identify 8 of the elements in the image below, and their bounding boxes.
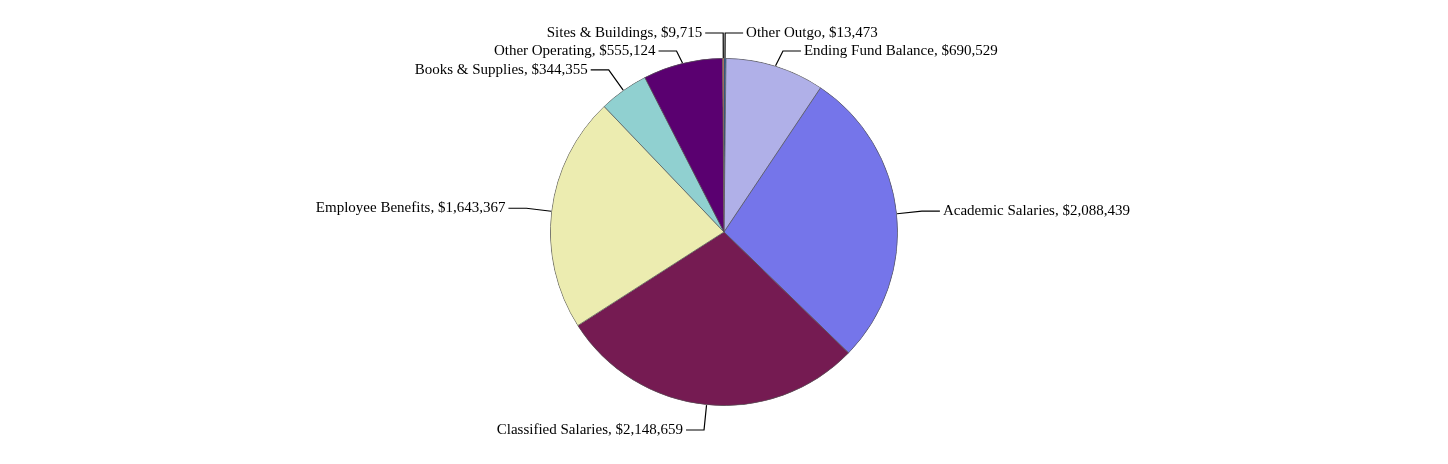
slice-label: Classified Salaries, $2,148,659 bbox=[496, 420, 684, 437]
slice-label: Academic Salaries, $2,088,439 bbox=[942, 202, 1130, 219]
slice-label: Other Operating, $555,124 bbox=[493, 41, 657, 58]
slice-label: Employee Benefits, $1,643,367 bbox=[315, 199, 506, 216]
slice-label: Books & Supplies, $344,355 bbox=[414, 60, 588, 77]
slice-label: Ending Fund Balance, $690,529 bbox=[803, 41, 998, 58]
slice-label: Other Outgo, $13,473 bbox=[746, 23, 878, 40]
slice-label: Sites & Buildings, $9,715 bbox=[546, 23, 703, 40]
